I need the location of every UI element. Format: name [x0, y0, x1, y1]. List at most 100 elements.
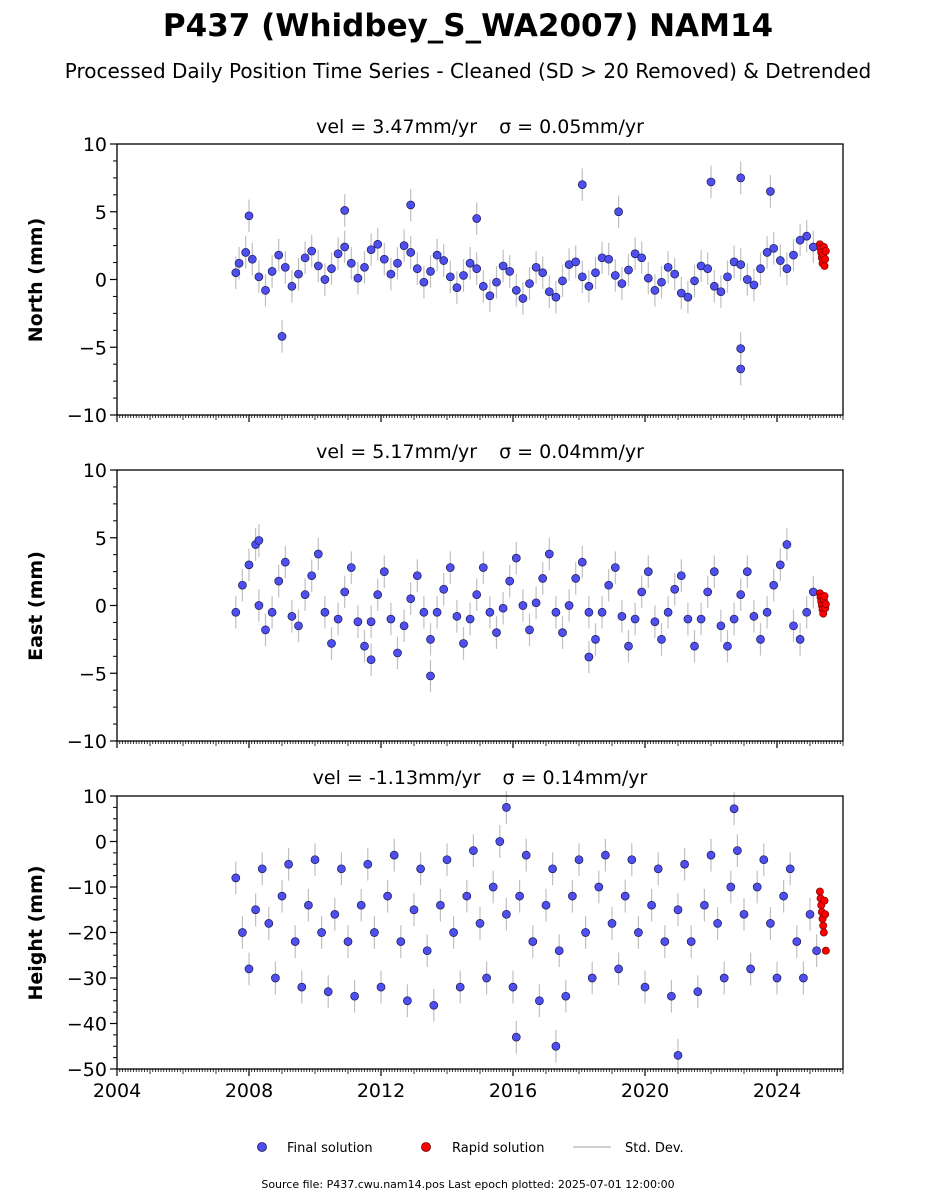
- height-vel-text: vel = -1.13mm/yr: [313, 767, 481, 789]
- final-solution-point: [521, 850, 531, 860]
- height-rapid-solution-series: [815, 887, 830, 955]
- height-xtick-label: 2012: [357, 1080, 405, 1102]
- final-solution-point: [254, 536, 264, 545]
- final-solution-point: [591, 268, 600, 278]
- final-solution-point: [795, 235, 805, 245]
- north-ytick-label: −5: [79, 337, 107, 359]
- final-solution-point: [403, 996, 412, 1006]
- north-rapid-solution-series: [815, 240, 830, 270]
- final-solution-point: [808, 587, 818, 597]
- final-solution-point: [386, 614, 396, 624]
- final-solution-point: [465, 614, 475, 624]
- figure-subtitle: Processed Daily Position Time Series - C…: [65, 59, 871, 83]
- height-xtick-label: 2020: [621, 1080, 669, 1102]
- final-solution-point: [419, 607, 429, 617]
- final-solution-point: [779, 891, 788, 901]
- north-panel: vel = 3.47mm/yr σ = 0.05mm/yr North (mm) …: [25, 116, 844, 427]
- final-solution-point: [373, 590, 383, 600]
- final-solution-point: [676, 571, 686, 581]
- final-solution-point: [554, 946, 564, 956]
- final-solution-point: [729, 614, 739, 624]
- final-solution-point: [650, 285, 660, 295]
- final-solution-point: [531, 598, 541, 608]
- rapid-solution-point: [821, 255, 830, 264]
- final-solution-point: [300, 253, 310, 263]
- final-solution-point: [287, 611, 297, 621]
- final-solution-point: [802, 607, 812, 617]
- footer-source: Source file: P437.cwu.nam14.pos Last epo…: [261, 1178, 674, 1191]
- final-solution-point: [455, 982, 465, 992]
- height-xtick-label: 2008: [225, 1080, 273, 1102]
- final-solution-point: [518, 601, 528, 610]
- final-solution-point: [558, 276, 567, 286]
- final-solution-point: [581, 928, 590, 937]
- final-solution-point: [739, 909, 749, 919]
- final-solution-point: [393, 648, 402, 658]
- final-solution-point: [683, 614, 693, 624]
- final-solution-point: [452, 283, 462, 292]
- final-solution-point: [472, 590, 482, 600]
- final-solution-point: [244, 964, 254, 974]
- final-solution-point: [393, 258, 402, 268]
- final-solution-point: [627, 855, 637, 865]
- final-solution-point: [551, 292, 561, 302]
- final-solution-point: [742, 275, 752, 284]
- final-solution-point: [531, 262, 541, 272]
- final-solution-point: [353, 617, 363, 627]
- height-ytick-label: 10: [83, 786, 107, 808]
- final-solution-point: [538, 268, 548, 278]
- final-solution-point: [518, 294, 528, 303]
- final-solution-point: [729, 804, 739, 814]
- east-ytick-label: 0: [95, 596, 107, 618]
- final-solution-point: [690, 641, 699, 651]
- final-solution-point: [614, 964, 623, 974]
- final-solution-point: [568, 891, 577, 901]
- final-solution-point: [726, 882, 736, 892]
- final-solution-point: [601, 850, 610, 860]
- final-solution-point: [713, 919, 722, 928]
- final-solution-point: [356, 900, 366, 910]
- final-solution-point: [445, 563, 455, 572]
- final-solution-point: [607, 919, 617, 928]
- height-final-solution-series: [231, 803, 821, 1060]
- final-solution-point: [373, 239, 383, 249]
- final-solution-point: [363, 859, 373, 869]
- final-solution-point: [313, 261, 323, 271]
- height-ytick-label: −10: [67, 877, 107, 899]
- final-solution-point: [478, 563, 488, 572]
- final-solution-point: [231, 268, 241, 278]
- final-solution-point: [439, 584, 449, 594]
- final-solution-point: [643, 273, 653, 283]
- final-solution-point: [459, 639, 468, 648]
- final-solution-point: [630, 614, 640, 624]
- final-solution-point: [587, 973, 597, 983]
- final-solution-point: [525, 625, 534, 635]
- final-solution-point: [591, 635, 600, 644]
- final-solution-point: [472, 264, 482, 274]
- height-xtick-label: 2016: [489, 1080, 537, 1102]
- final-solution-point: [610, 563, 620, 572]
- final-solution-point: [432, 607, 442, 617]
- final-solution-point: [370, 928, 379, 937]
- final-solution-point: [238, 580, 247, 590]
- final-solution-point: [736, 173, 746, 183]
- rapid-solution-point: [819, 928, 828, 937]
- final-solution-point: [386, 269, 396, 279]
- final-solution-point: [561, 991, 571, 1001]
- final-solution-point: [703, 587, 713, 597]
- final-solution-point: [333, 249, 343, 259]
- final-solution-point: [247, 254, 257, 264]
- final-solution-point: [792, 937, 802, 946]
- final-solution-point: [706, 850, 716, 860]
- east-panel: vel = 5.17mm/yr σ = 0.04mm/yr East (mm) −…: [25, 441, 844, 753]
- rapid-solution-point: [821, 946, 830, 955]
- height-ytick-label: −30: [67, 968, 107, 990]
- final-solution-point: [264, 919, 274, 928]
- final-solution-point: [676, 288, 686, 298]
- final-solution-point: [280, 262, 290, 272]
- final-solution-point: [432, 250, 442, 260]
- final-solution-point: [544, 287, 554, 297]
- final-solution-point: [261, 625, 270, 635]
- east-final-solution-series: [231, 536, 818, 681]
- final-solution-point: [709, 281, 719, 291]
